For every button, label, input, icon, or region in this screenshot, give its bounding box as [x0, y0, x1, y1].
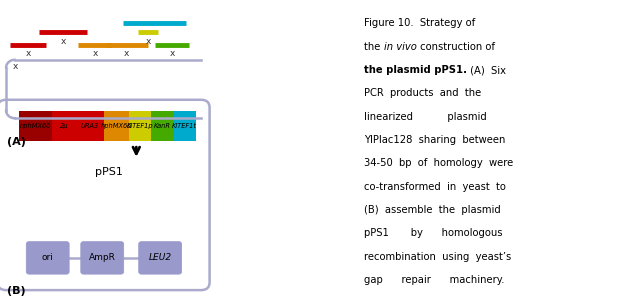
Bar	[18, 111, 52, 141]
FancyBboxPatch shape	[26, 242, 69, 274]
Text: linearized           plasmid: linearized plasmid	[364, 112, 487, 122]
FancyBboxPatch shape	[139, 242, 182, 274]
Bar	[52, 111, 77, 141]
Bar	[174, 111, 196, 141]
Text: x: x	[124, 49, 129, 58]
Text: x: x	[25, 49, 31, 58]
Bar	[104, 111, 129, 141]
Bar	[77, 111, 104, 141]
Text: pPS1       by      homologous: pPS1 by homologous	[364, 228, 503, 239]
Text: the: the	[364, 42, 384, 52]
Text: the plasmid pPS1.: the plasmid pPS1.	[364, 65, 468, 75]
Text: hphMX6δ: hphMX6δ	[101, 123, 132, 129]
Text: recombination  using  yeast’s: recombination using yeast’s	[364, 252, 512, 262]
Text: KlTEF1p: KlTEF1p	[127, 123, 154, 129]
Text: KlTEF1t: KlTEF1t	[172, 123, 197, 129]
Text: pPS1: pPS1	[95, 167, 123, 177]
Text: co-transformed  in  yeast  to: co-transformed in yeast to	[364, 182, 506, 192]
Text: x: x	[13, 61, 18, 71]
Text: in vivo: in vivo	[384, 42, 417, 52]
FancyBboxPatch shape	[0, 100, 210, 290]
Text: x: x	[93, 49, 98, 58]
Text: hphMX6δ: hphMX6δ	[20, 123, 51, 129]
Text: x: x	[61, 37, 66, 46]
Text: x: x	[146, 37, 151, 46]
Text: 34-50  bp  of  homology  were: 34-50 bp of homology were	[364, 158, 514, 169]
Text: Figure 10.  Strategy of: Figure 10. Strategy of	[364, 18, 476, 29]
Text: AmpR: AmpR	[89, 253, 116, 262]
Text: (A): (A)	[7, 137, 25, 147]
Text: YIPlac128  sharing  between: YIPlac128 sharing between	[364, 135, 506, 145]
Bar	[129, 111, 151, 141]
Text: 2μ: 2μ	[60, 123, 68, 129]
Text: LEU2: LEU2	[148, 253, 172, 262]
Text: URA3: URA3	[81, 123, 99, 129]
Text: PCR  products  and  the: PCR products and the	[364, 88, 482, 99]
Text: (A)  Six: (A) Six	[468, 65, 506, 75]
FancyBboxPatch shape	[81, 242, 124, 274]
Text: ori: ori	[42, 253, 54, 262]
Text: (B): (B)	[7, 286, 25, 296]
Bar	[151, 111, 174, 141]
Text: (B)  assemble  the  plasmid: (B) assemble the plasmid	[364, 205, 501, 215]
Text: construction of: construction of	[417, 42, 495, 52]
Text: KanR: KanR	[154, 123, 171, 129]
Text: x: x	[169, 49, 175, 58]
Text: gap      repair      machinery.: gap repair machinery.	[364, 275, 505, 285]
